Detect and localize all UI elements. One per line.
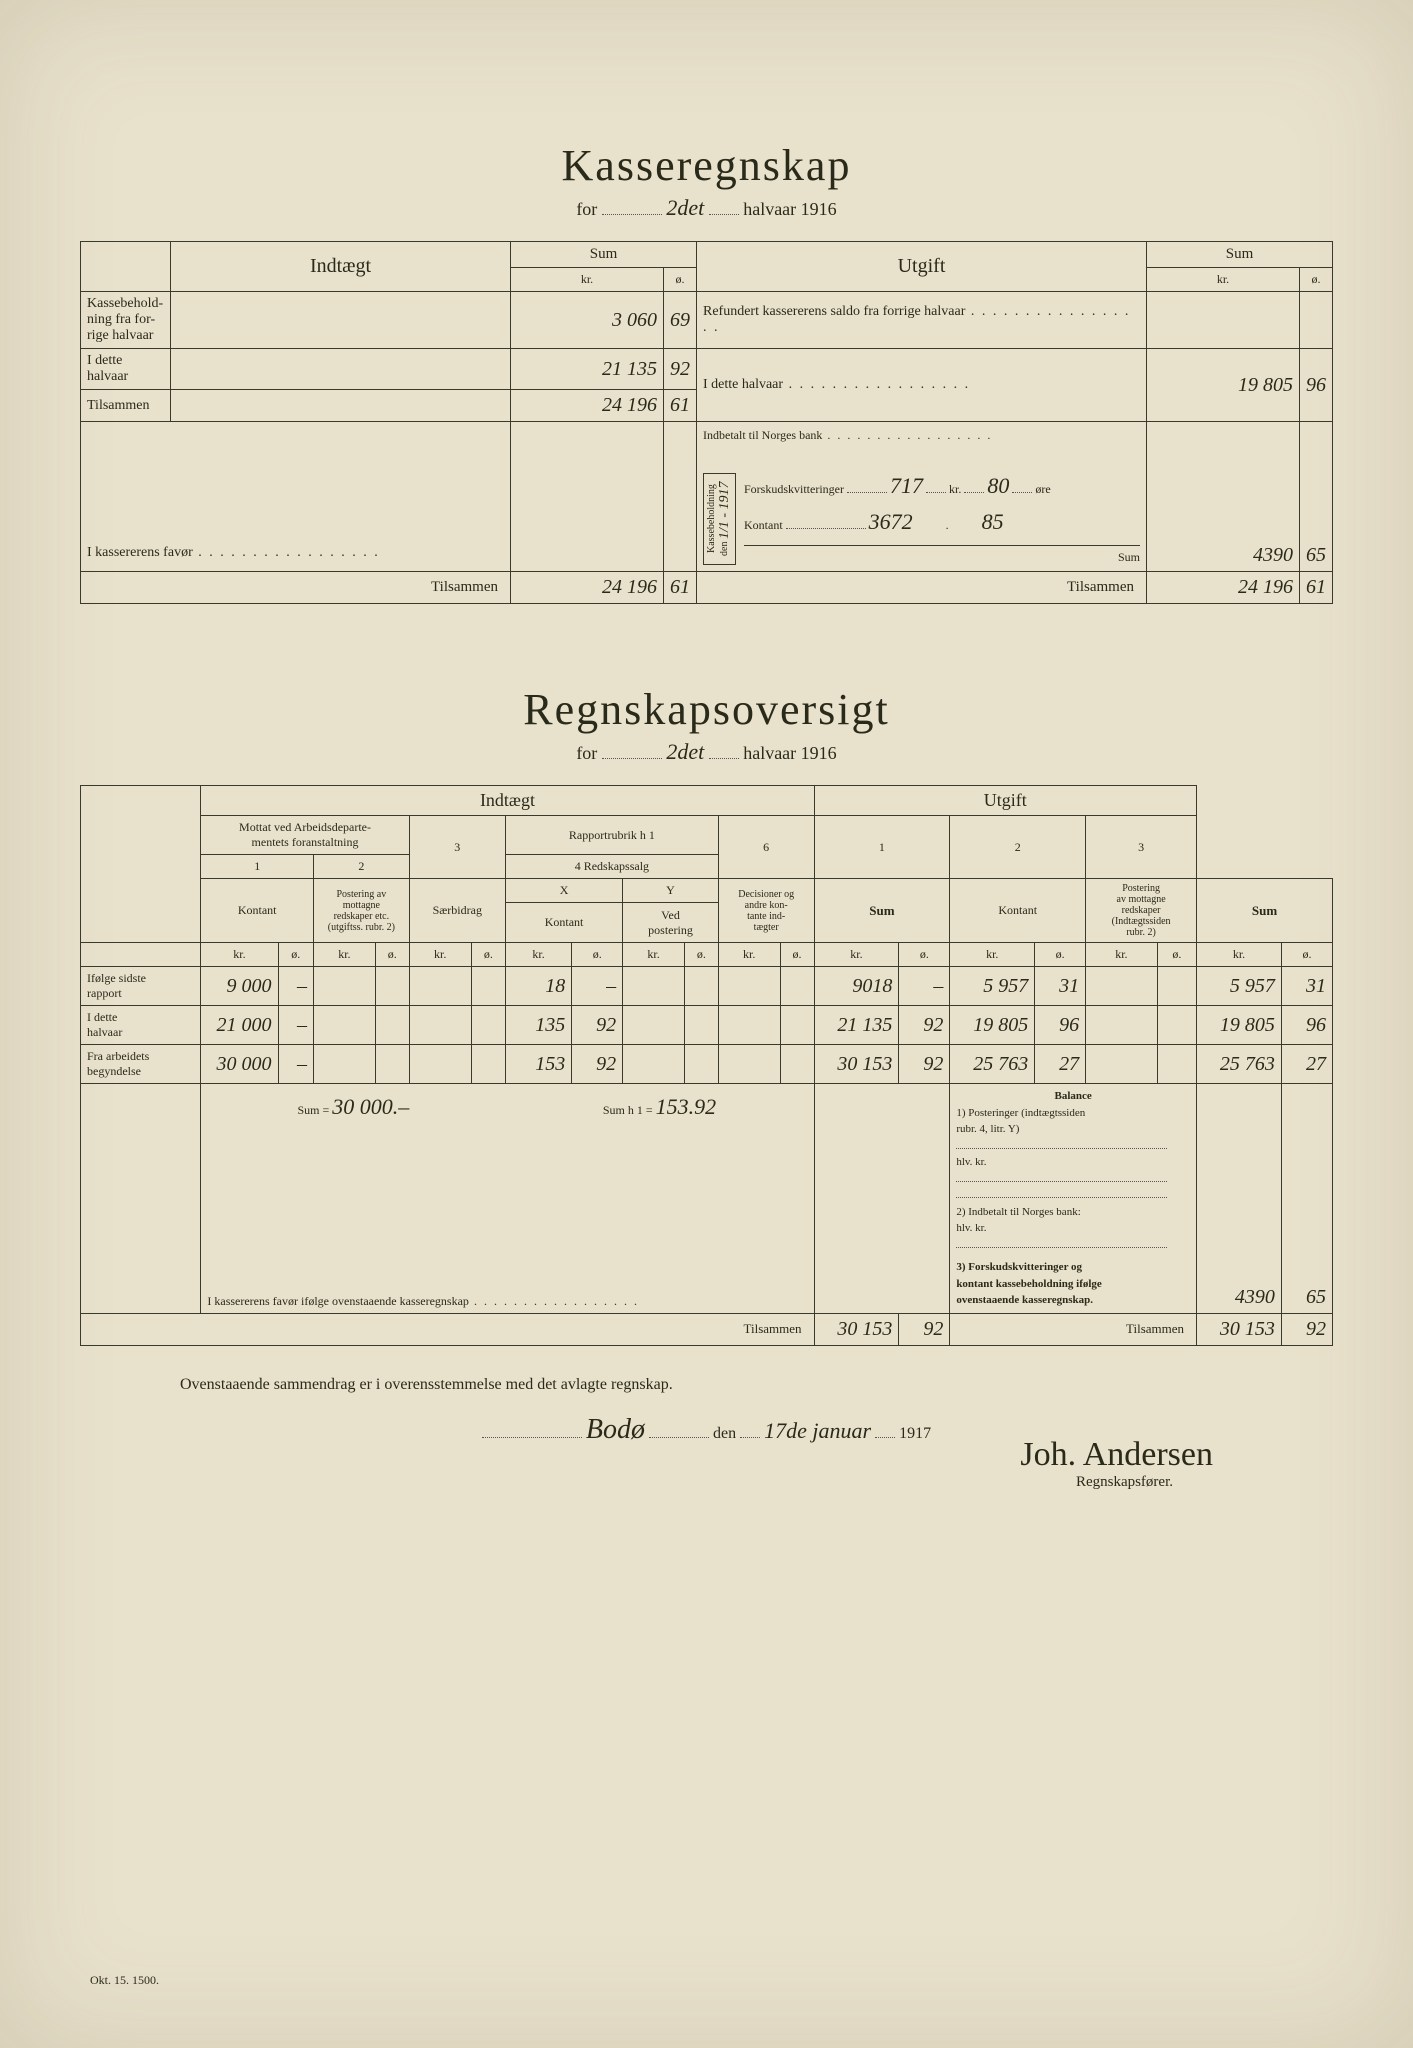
h-y: Y xyxy=(623,879,719,903)
oversigt-title: Regnskapsoversigt xyxy=(80,684,1333,735)
kr-label: kr. xyxy=(511,268,664,292)
ov-utgift: Utgift xyxy=(814,786,1197,816)
oversigt-subtitle: for 2det halvaar 1916 xyxy=(80,739,1333,765)
kasse-table: Indtægt Sum Utgift Sum kr. ø. kr. ø. Kas… xyxy=(80,241,1333,604)
h-1: 1 xyxy=(201,855,314,879)
row2-kr: 21 135 xyxy=(511,349,664,390)
h-2: 2 xyxy=(314,855,410,879)
oversigt-table: Indtægt Utgift Mottat ved Arbeidsdeparte… xyxy=(80,785,1333,1346)
kasse-sub-suffix: halvaar 1916 xyxy=(743,199,836,219)
h-u3: 3 xyxy=(1086,816,1197,879)
row2r-label: I dette halvaar xyxy=(697,349,1147,422)
kasse-sub-hand: 2det xyxy=(666,195,704,220)
kr-label-r: kr. xyxy=(1147,268,1300,292)
table-row: Ifølge sidste rapport 9 000– 18– 9018– 5… xyxy=(81,967,1333,1006)
h-usum: Sum xyxy=(1197,879,1333,943)
row1r-label: Refundert kassererens saldo fra forrige … xyxy=(697,292,1147,349)
tils-right-label: Tilsammen xyxy=(697,572,1147,604)
ore-label: ø. xyxy=(664,268,697,292)
tils-right-kr: 24 196 xyxy=(1147,572,1300,604)
h-upostering: Postering av mottagne redskaper (Indtægt… xyxy=(1086,879,1197,943)
table-row: I dette halvaar 21 000– 13592 21 13592 1… xyxy=(81,1006,1333,1045)
h-xkontant: Kontant xyxy=(505,903,622,943)
h-rapport: Rapportrubrik h 1 xyxy=(505,816,718,855)
row1-ore: 69 xyxy=(664,292,697,349)
ov-indtaegt: Indtægt xyxy=(201,786,814,816)
h-ypostering: Ved postering xyxy=(623,903,719,943)
h-sum: Sum xyxy=(814,879,950,943)
row1-label: Kassebehold- ning fra for- rige halvaar xyxy=(81,292,171,349)
h-kontant: Kontant xyxy=(201,879,314,943)
kasse-subtitle: for 2det halvaar 1916 xyxy=(80,195,1333,221)
kasse-sub-prefix: for xyxy=(576,199,597,219)
sum-right-ore: 65 xyxy=(1300,422,1333,572)
row2r-kr: 19 805 xyxy=(1147,349,1300,422)
indtaegt-header: Indtægt xyxy=(171,242,511,292)
row2-label: I dette halvaar xyxy=(81,349,171,390)
row3-label: Tilsammen xyxy=(81,390,171,422)
h-x: X xyxy=(505,879,622,903)
tils-right-ore: 61 xyxy=(1300,572,1333,604)
balance-box: Balance 1) Posteringer (indtægtssiden ru… xyxy=(950,1084,1197,1314)
row1-kr: 3 060 xyxy=(511,292,664,349)
h-postering: Postering av mottagne redskaper etc. (ut… xyxy=(314,879,410,943)
tils-left-kr: 24 196 xyxy=(511,572,664,604)
tils-left-ore: 61 xyxy=(664,572,697,604)
sum-right-kr: 4390 xyxy=(1147,422,1300,572)
row2r-ore: 96 xyxy=(1300,349,1333,422)
kbh-vertical: Kassebeholdning den 1/1 - 1917 xyxy=(703,473,736,565)
footer-note: Ovenstaaende sammendrag er i overensstem… xyxy=(180,1376,1333,1394)
sum-header-right: Sum xyxy=(1147,242,1333,268)
mid-right-block: Indbetalt til Norges bank Kassebeholdnin… xyxy=(697,422,1147,572)
ore-label-r: ø. xyxy=(1300,268,1333,292)
h-u1: 1 xyxy=(814,816,950,879)
row3-kr: 24 196 xyxy=(511,390,664,422)
tils-left-label: Tilsammen xyxy=(81,572,511,604)
document-page: Kasseregnskap for 2det halvaar 1916 Indt… xyxy=(0,0,1413,2048)
table-row: Fra arbeidets begyndelse 30 000– 15392 3… xyxy=(81,1045,1333,1084)
h-saerbidrag: Særbidrag xyxy=(409,879,505,943)
h-6: 6 xyxy=(718,816,814,879)
h-3: 3 xyxy=(409,816,505,879)
h-5dec: Decisioner og andre kon- tante ind- tægt… xyxy=(718,879,814,943)
h-mottat: Mottat ved Arbeidsdeparte- mentets foran… xyxy=(201,816,409,855)
utgift-header: Utgift xyxy=(697,242,1147,292)
row2-ore: 92 xyxy=(664,349,697,390)
h-u2: 2 xyxy=(950,816,1086,879)
row3-ore: 61 xyxy=(664,390,697,422)
h-ukontant: Kontant xyxy=(950,879,1086,943)
h-4: 4 Redskapssalg xyxy=(505,855,718,879)
print-mark: Okt. 15. 1500. xyxy=(90,1973,159,1988)
kasse-title: Kasseregnskap xyxy=(80,140,1333,191)
signature-label: Regnskapsfører. xyxy=(80,1474,1173,1491)
sum-header-left: Sum xyxy=(511,242,697,268)
favor-label: I kassererens favør xyxy=(81,422,511,572)
